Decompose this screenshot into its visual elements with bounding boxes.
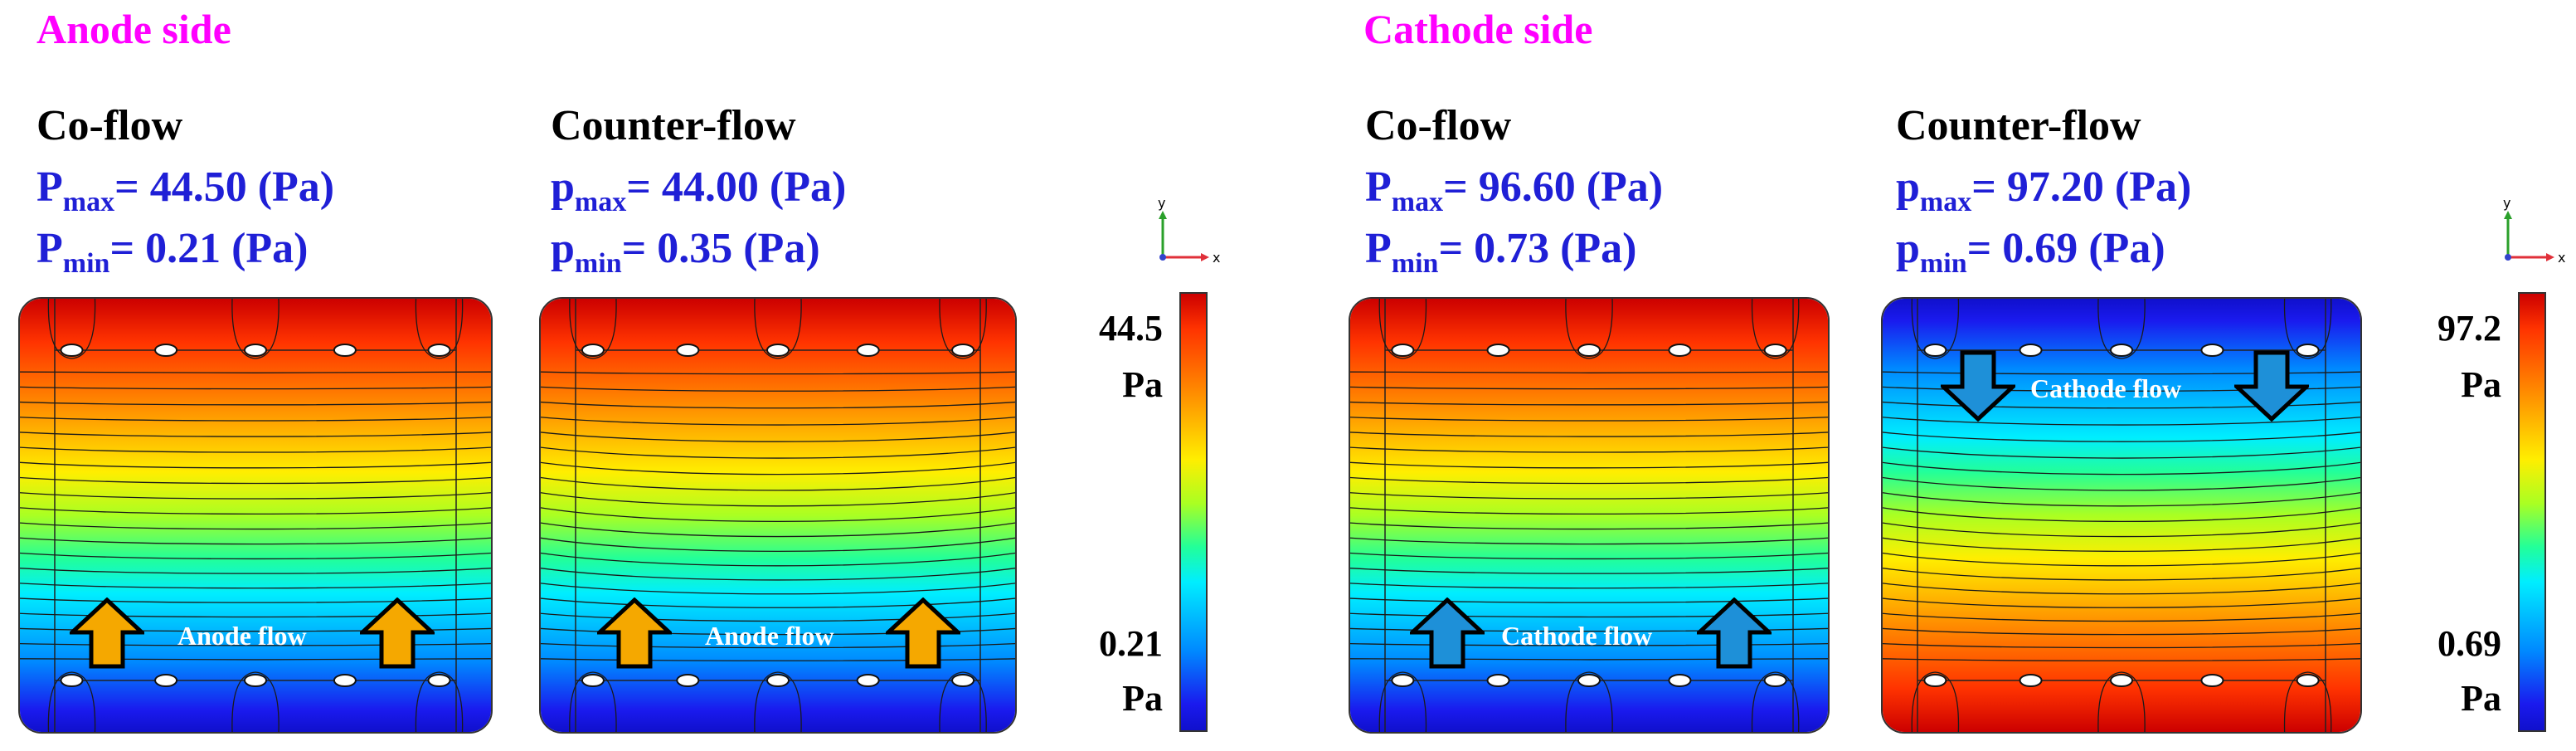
anode-coflow-title: Co-flow (36, 102, 183, 149)
svg-text:x: x (1213, 250, 1220, 266)
cathode-colorbar-max-unit: Pa (2461, 364, 2501, 405)
cathode-coflow-title: Co-flow (1365, 102, 1512, 149)
anode-colorbar-max-unit: Pa (1122, 364, 1163, 405)
anode-counterflow-flow-label: Anode flow (705, 621, 834, 651)
anode-flow-up-arrow-icon (886, 597, 960, 669)
anode-flow-up-arrow-icon (360, 597, 435, 669)
anode-coflow-pmax: Pmax= 44.50 (Pa) (36, 163, 335, 217)
cathode-coflow-pmin: Pmin= 0.73 (Pa) (1365, 225, 1637, 279)
anode-colorbar-max-value: 44.5 (1099, 308, 1163, 349)
axis-triad-icon: y x (1158, 195, 1220, 266)
cathode-coflow-flow-label: Cathode flow (1501, 621, 1653, 651)
cathode-colorbar-min-value: 0.69 (2437, 623, 2501, 664)
anode-coflow-flow-label: Anode flow (177, 621, 307, 651)
cathode-colorbar-min-unit: Pa (2461, 678, 2501, 719)
cathode-side-title: Cathode side (1363, 6, 1593, 52)
cathode-counterflow-title: Counter-flow (1896, 102, 2141, 149)
cathode-coflow-pmax: Pmax= 96.60 (Pa) (1365, 163, 1664, 217)
cathode-colorbar-max-value: 97.2 (2437, 308, 2501, 349)
anode-colorbar-min-unit: Pa (1122, 678, 1163, 719)
anode-colorbar-min-value: 0.21 (1099, 623, 1163, 664)
cathode-counterflow-pmin: pmin= 0.69 (Pa) (1896, 225, 2165, 279)
svg-text:y: y (2503, 195, 2510, 211)
svg-text:x: x (2558, 250, 2565, 266)
anode-flow-up-arrow-icon (597, 597, 672, 669)
cathode-flow-up-arrow-icon (1410, 597, 1485, 669)
svg-text:y: y (1158, 195, 1165, 211)
cathode-counterflow-flow-label: Cathode flow (2030, 373, 2182, 403)
anode-counterflow-pmax: pmax= 44.00 (Pa) (551, 163, 847, 217)
cathode-counterflow-pmax: pmax= 97.20 (Pa) (1896, 163, 2192, 217)
anode-side-title: Anode side (36, 6, 231, 52)
anode-colorbar (1179, 292, 1208, 732)
axis-triad-icon: y x (2503, 195, 2565, 266)
anode-coflow-pmin: Pmin= 0.21 (Pa) (36, 225, 309, 279)
anode-counterflow-pmin: pmin= 0.35 (Pa) (551, 225, 820, 279)
cathode-flow-down-arrow-icon (1941, 350, 2015, 422)
anode-flow-up-arrow-icon (70, 597, 144, 669)
cathode-flow-up-arrow-icon (1697, 597, 1772, 669)
cathode-colorbar (2518, 292, 2546, 732)
anode-counterflow-title: Counter-flow (551, 102, 796, 149)
cathode-flow-down-arrow-icon (2234, 350, 2309, 422)
